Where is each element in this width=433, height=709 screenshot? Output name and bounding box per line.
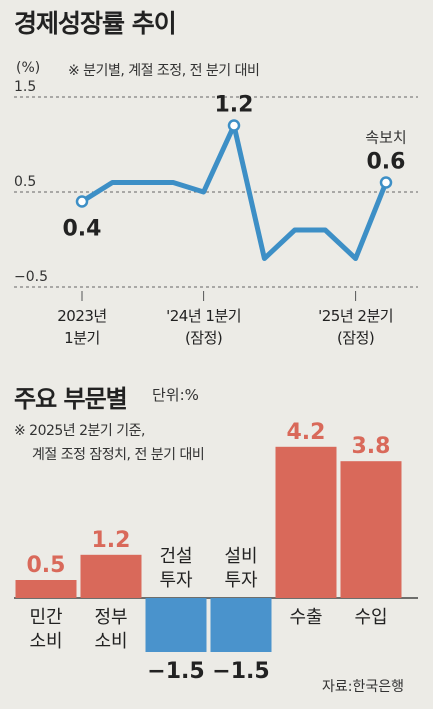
bar-value-label-4: 4.2 — [287, 420, 326, 445]
bar-value-label-1: 1.2 — [92, 528, 131, 553]
bar-value-label-2: −1.5 — [147, 659, 204, 684]
line-point-caption-2: 속보치 — [365, 129, 406, 147]
line-point-marker-2 — [379, 176, 393, 189]
bar-category-label-3-1: 투자 — [224, 570, 258, 591]
bar-category-label-1-0: 정부 — [94, 607, 127, 628]
bar-2 — [145, 598, 207, 652]
bar-3 — [210, 598, 272, 652]
bar-chart-unit: 단위:% — [152, 386, 199, 404]
bar-category-label-1-1: 소비 — [94, 631, 127, 652]
bar-value-label-5: 3.8 — [352, 434, 391, 459]
line-point-label-1: 1.2 — [215, 93, 254, 118]
bar-value-label-3: −1.5 — [212, 659, 269, 684]
line-chart-unit: (%) — [16, 60, 41, 76]
y-tick-label-0: 1.5 — [14, 79, 36, 95]
line-point-marker-0 — [75, 195, 89, 208]
bar-chart-title: 주요 부문별 — [14, 385, 128, 413]
x-tick-label-0-0: 2023년 — [57, 307, 106, 325]
bar-category-label-0-0: 민간 — [29, 607, 62, 628]
y-tick-label-1: 0.5 — [14, 174, 36, 190]
line-point-label-0: 0.4 — [63, 217, 102, 242]
source-credit: 자료:한국은행 — [322, 679, 404, 695]
bar-value-label-0: 0.5 — [27, 553, 66, 578]
bar-category-label-0-1: 소비 — [29, 631, 62, 652]
x-tick-label-1-1: (잠정) — [185, 329, 222, 347]
bar-5 — [340, 461, 402, 598]
line-chart-title: 경제성장률 추이 — [14, 9, 177, 38]
bar-category-label-4-0: 수출 — [289, 607, 322, 628]
bar-category-label-3-0: 설비 — [224, 546, 257, 567]
x-tick-label-1-0: '24년 1분기 — [166, 307, 241, 325]
y-tick-label-2: −0.5 — [14, 269, 48, 285]
bar-chart-note-2: 계절 조정 잠정치, 전 분기 대비 — [32, 447, 205, 463]
bar-chart-note-1: ※ 2025년 2분기 기준, — [14, 423, 145, 439]
x-tick-label-2-0: '25년 2분기 — [318, 307, 393, 325]
x-tick-label-0-1: 1분기 — [64, 329, 100, 347]
bar-1 — [80, 554, 142, 598]
bar-category-label-5-0: 수입 — [354, 607, 387, 628]
bar-0 — [15, 580, 77, 598]
bar-4 — [275, 446, 337, 598]
line-point-marker-1 — [227, 119, 241, 132]
line-point-label-2: 0.6 — [367, 150, 406, 175]
bar-category-label-2-1: 투자 — [159, 570, 193, 591]
bar-category-label-2-0: 건설 — [159, 546, 192, 567]
line-chart-note: ※ 분기별, 계절 조정, 전 분기 대비 — [68, 63, 260, 79]
x-tick-label-2-1: (잠정) — [337, 329, 374, 347]
